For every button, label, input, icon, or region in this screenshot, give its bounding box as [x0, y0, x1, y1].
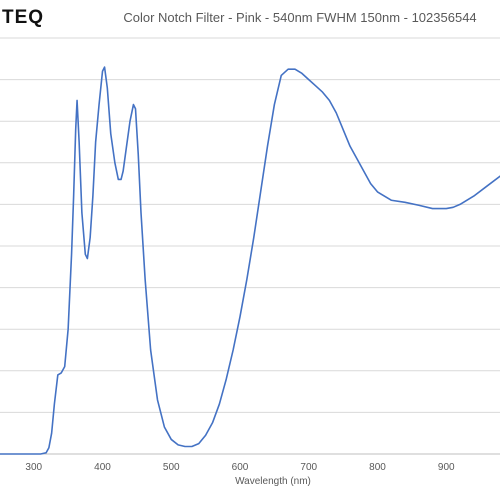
series-layer: [0, 66, 500, 455]
x-axis-title: Wavelength (nm): [235, 476, 311, 487]
chart-title: Color Notch Filter - Pink - 540nm FWHM 1…: [123, 10, 477, 25]
series-line: [0, 66, 500, 455]
x-tick-label: 600: [232, 462, 249, 473]
x-tick-label: 500: [163, 462, 180, 473]
x-tick-label: 300: [25, 462, 42, 473]
x-tick-label: 700: [300, 462, 317, 473]
x-tick-label: 400: [94, 462, 111, 473]
x-tick-label: 900: [438, 462, 455, 473]
x-axis: 3004005006007008009001: [25, 462, 455, 473]
brand-logo: TEQ: [2, 7, 45, 28]
gridlines: [0, 37, 500, 455]
x-tick-label: 800: [369, 462, 386, 473]
